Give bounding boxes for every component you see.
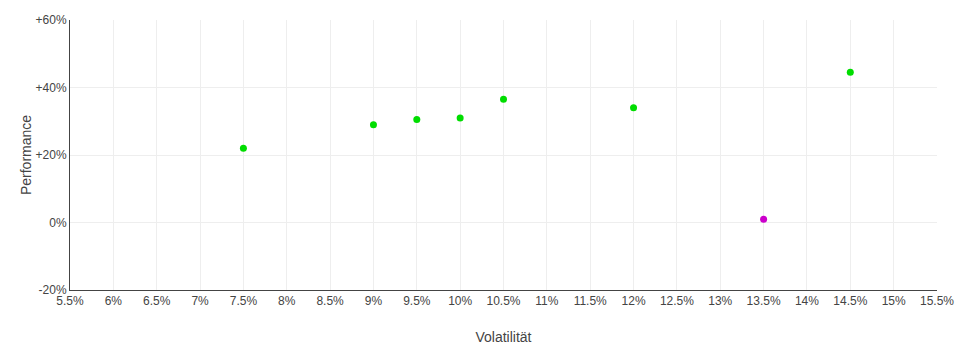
svg-text:12.5%: 12.5% [660, 294, 694, 308]
svg-text:12%: 12% [622, 294, 646, 308]
svg-text:14.5%: 14.5% [833, 294, 867, 308]
svg-text:7.5%: 7.5% [230, 294, 258, 308]
svg-text:15.5%: 15.5% [920, 294, 954, 308]
svg-text:11%: 11% [535, 294, 558, 308]
svg-text:8.5%: 8.5% [316, 294, 344, 308]
svg-text:Volatilität: Volatilität [475, 329, 531, 345]
svg-text:+20%: +20% [36, 148, 67, 162]
svg-text:13%: 13% [708, 294, 732, 308]
svg-text:Performance: Performance [18, 115, 34, 195]
svg-text:7%: 7% [191, 294, 209, 308]
svg-text:5.5%: 5.5% [56, 294, 84, 308]
svg-text:14%: 14% [795, 294, 819, 308]
svg-text:0%: 0% [49, 216, 67, 230]
svg-text:13.5%: 13.5% [747, 294, 781, 308]
svg-text:10%: 10% [448, 294, 472, 308]
svg-text:9%: 9% [365, 294, 383, 308]
svg-text:11.5%: 11.5% [574, 294, 607, 308]
svg-text:6.5%: 6.5% [143, 294, 171, 308]
svg-text:8%: 8% [278, 294, 296, 308]
svg-text:9.5%: 9.5% [403, 294, 431, 308]
svg-text:15%: 15% [882, 294, 906, 308]
svg-text:6%: 6% [105, 294, 123, 308]
svg-text:-20%: -20% [39, 283, 67, 297]
svg-text:+40%: +40% [36, 81, 67, 95]
svg-text:10.5%: 10.5% [486, 294, 520, 308]
svg-text:+60%: +60% [36, 13, 67, 27]
